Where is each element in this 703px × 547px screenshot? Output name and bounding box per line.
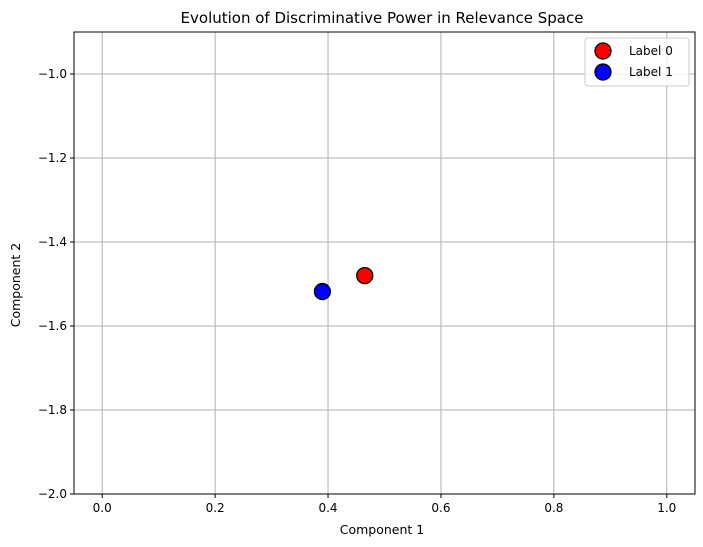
- legend: Label 0 Label 1: [584, 37, 690, 87]
- legend-label: Label 1: [629, 65, 673, 79]
- data-point: [313, 282, 332, 301]
- legend-marker: [594, 42, 612, 60]
- y-tick-label: −1.2: [38, 151, 67, 165]
- x-tick-label: 0.6: [431, 501, 450, 515]
- y-tick-label: −2.0: [38, 487, 67, 501]
- plot-area-frame: [73, 31, 696, 495]
- data-point: [356, 266, 374, 285]
- x-axis-label: Component 1: [340, 522, 425, 537]
- data-points: [313, 266, 374, 301]
- y-tick-label: −1.8: [38, 403, 67, 417]
- y-tick-label: −1.0: [38, 67, 67, 81]
- legend-label: Label 0: [629, 44, 673, 58]
- axis-ticks: 0.0 0.2 0.4 0.6 0.8 1.0 −1.0 −1.2 −1.4 −1.6 −1.8 −2…: [38, 67, 676, 515]
- x-tick-label: 0.8: [544, 501, 563, 515]
- y-axis-label: Component 2: [8, 243, 23, 328]
- x-tick-label: 0.0: [93, 501, 112, 515]
- x-tick-label: 0.2: [206, 501, 225, 515]
- y-tick-label: −1.6: [38, 319, 67, 333]
- grid: [74, 32, 695, 495]
- chart-title: Evolution of Discriminative Power in Rel…: [181, 9, 584, 27]
- x-tick-label: 1.0: [657, 501, 676, 515]
- x-tick-label: 0.4: [318, 501, 337, 515]
- y-tick-label: −1.4: [38, 235, 67, 249]
- legend-marker: [594, 63, 612, 81]
